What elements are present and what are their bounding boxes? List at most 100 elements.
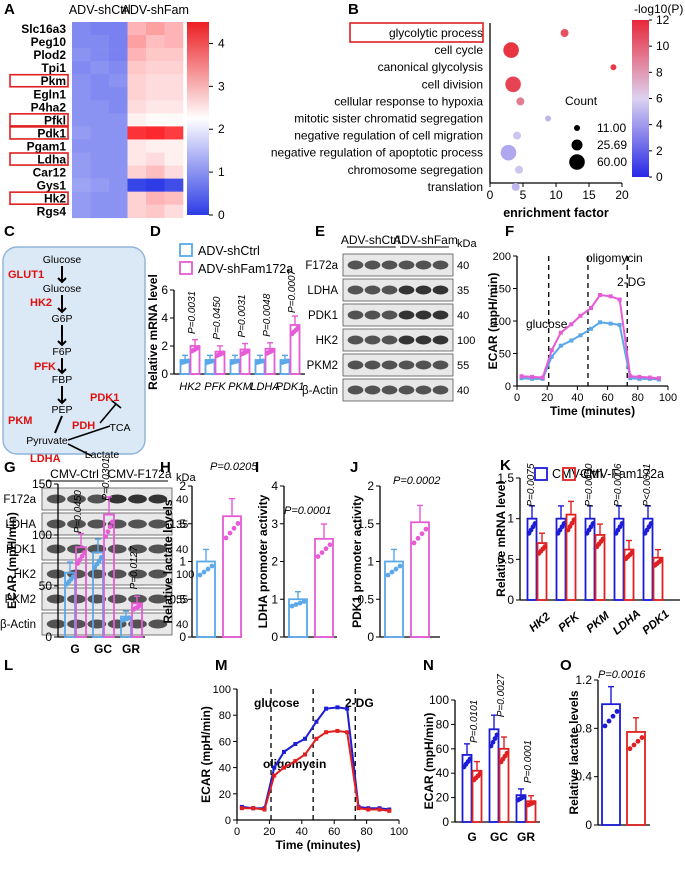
x-tick-label: 15 bbox=[582, 188, 596, 202]
blot-strip bbox=[41, 487, 173, 511]
arrow-head bbox=[57, 277, 67, 284]
x-tick-label: 10 bbox=[549, 188, 563, 202]
p-value: P=0.0031 bbox=[237, 294, 248, 337]
protein-band bbox=[415, 260, 432, 270]
heatmap-cell bbox=[90, 74, 110, 88]
protein-band bbox=[398, 285, 415, 295]
y-tick-label: 0 bbox=[179, 630, 186, 644]
blot-strip bbox=[342, 378, 454, 402]
protein-band bbox=[148, 544, 168, 554]
ecar-point bbox=[366, 807, 371, 812]
protein-band bbox=[46, 519, 66, 529]
protein-band bbox=[46, 594, 66, 604]
ecar-point bbox=[617, 297, 622, 302]
heatmap-row-label: Slc16a3 bbox=[21, 22, 66, 36]
count-legend-dot bbox=[574, 125, 580, 131]
pathway-node: FBP bbox=[52, 374, 72, 386]
blot-group-label: CMV-F172a bbox=[107, 467, 171, 481]
kda-marker: 40 bbox=[176, 619, 188, 631]
protein-band bbox=[381, 360, 398, 370]
x-tick-label: 40 bbox=[571, 392, 583, 404]
protein-label: PKM2 bbox=[5, 594, 36, 606]
ecar-point bbox=[617, 322, 622, 327]
panel-label-E: E bbox=[315, 223, 325, 240]
count-legend-label: 25.69 bbox=[597, 138, 627, 152]
heatmap-cell bbox=[72, 48, 91, 62]
ecar-point bbox=[656, 376, 661, 381]
x-tick-label: 5 bbox=[520, 188, 527, 202]
protein-band bbox=[364, 285, 381, 295]
heatmap-row-label: Peg10 bbox=[31, 35, 67, 49]
highlight-box bbox=[349, 22, 484, 43]
y-tick-label: 0 bbox=[367, 630, 374, 644]
colorbar-tick-label: 1 bbox=[218, 165, 225, 179]
ecar-point bbox=[314, 719, 319, 724]
protein-band bbox=[432, 310, 449, 320]
enrichment-point bbox=[503, 42, 519, 58]
ecar-point bbox=[262, 807, 267, 812]
data-point bbox=[504, 750, 510, 756]
colorbar-tick-label: 2 bbox=[656, 144, 663, 158]
ecar-point bbox=[293, 742, 298, 747]
x-tick-label: PDK1 bbox=[640, 608, 671, 637]
colorbar-tick-label: 4 bbox=[656, 118, 663, 132]
data-point bbox=[301, 599, 307, 604]
highlight-box bbox=[9, 73, 69, 88]
highlight-box bbox=[9, 126, 69, 140]
ecar-point bbox=[251, 806, 256, 811]
heatmap-cell bbox=[90, 178, 110, 192]
heatmap-cell bbox=[146, 35, 165, 49]
data-point bbox=[315, 554, 321, 559]
arrow-head bbox=[57, 368, 67, 375]
heatmap-cell bbox=[72, 100, 91, 114]
data-point bbox=[467, 756, 473, 762]
protein-band bbox=[432, 285, 449, 295]
protein-band bbox=[347, 260, 364, 270]
protein-band bbox=[46, 569, 66, 579]
p-value: P=0.0002 bbox=[393, 475, 440, 487]
data-point bbox=[521, 794, 527, 800]
ecar-point bbox=[324, 706, 329, 711]
protein-band bbox=[347, 285, 364, 295]
protein-label: HK2 bbox=[316, 335, 338, 347]
data-point bbox=[195, 345, 201, 351]
x-tick-label: G bbox=[467, 830, 476, 844]
highlight-box bbox=[9, 152, 69, 166]
colorbar-tick-label: 2 bbox=[218, 122, 225, 136]
kda-label: kDa bbox=[457, 238, 477, 250]
y-tick-label: 20 bbox=[436, 791, 450, 805]
protein-band bbox=[432, 360, 449, 370]
data-point bbox=[107, 524, 113, 530]
data-point bbox=[393, 566, 399, 572]
heatmap-cell bbox=[164, 35, 184, 49]
y-tick-label: 150 bbox=[493, 284, 511, 296]
heatmap-cell bbox=[90, 61, 110, 75]
count-legend-label: 11.00 bbox=[597, 121, 626, 135]
enrichment-point bbox=[560, 29, 569, 37]
data-point bbox=[423, 526, 429, 532]
ecar-point bbox=[569, 338, 574, 343]
go-term-label: canonical glycolysis bbox=[378, 60, 483, 74]
y-tick-label: 0 bbox=[45, 630, 52, 644]
protein-band bbox=[46, 494, 66, 504]
heatmap-row-label: Ldha bbox=[37, 153, 66, 167]
data-point bbox=[109, 519, 115, 525]
x-tick-label: GR bbox=[122, 642, 140, 656]
y-tick-label: 0 bbox=[225, 815, 231, 827]
y-tick-label: 200 bbox=[493, 251, 511, 263]
y-axis-label: Relative mRNA level bbox=[494, 481, 508, 597]
heatmap-cell bbox=[127, 126, 147, 140]
heatmap-cell bbox=[146, 152, 165, 166]
y-tick-label: 80 bbox=[219, 710, 231, 722]
pathway-arrow bbox=[67, 425, 111, 441]
colorbar-title: -log10(P) bbox=[634, 2, 683, 16]
y-tick-label: 0 bbox=[271, 630, 278, 644]
data-point bbox=[79, 553, 85, 559]
data-point bbox=[411, 540, 417, 546]
ecar-point bbox=[345, 706, 350, 711]
heatmap-cell bbox=[72, 178, 91, 192]
protein-band bbox=[46, 619, 66, 629]
protein-label: β-Actin bbox=[0, 619, 36, 631]
data-point bbox=[606, 718, 612, 724]
heatmap-cell bbox=[164, 204, 184, 219]
